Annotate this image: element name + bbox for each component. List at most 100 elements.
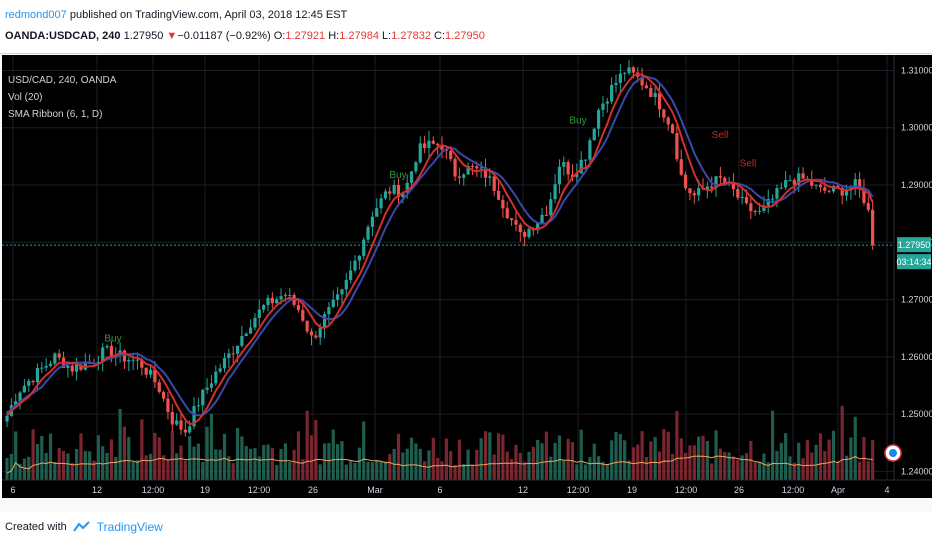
candle [105, 344, 109, 350]
volume-bar [431, 437, 435, 480]
candle [653, 87, 657, 106]
chart-area[interactable] [2, 55, 894, 480]
legend-sma[interactable]: SMA Ribbon (6, 1, D) [8, 109, 103, 120]
published-text: published on TradingView.com, April 03, … [66, 9, 348, 21]
price-tick-label: 1.29000 [901, 180, 932, 190]
volume-bar [723, 451, 727, 480]
candle-body [614, 82, 618, 85]
candle-body [353, 260, 357, 271]
candle-body [131, 359, 135, 361]
candle [740, 188, 744, 205]
candle-body [736, 189, 740, 198]
candle-body [592, 128, 596, 141]
candle-body [288, 295, 292, 297]
candle-body [318, 328, 322, 338]
candle-body [457, 176, 461, 178]
candle-body [405, 182, 409, 193]
volume-ma-line [6, 455, 873, 474]
candle-body [370, 216, 374, 227]
volume-bar [144, 455, 148, 480]
volume-bar [588, 457, 592, 480]
time-axis-bg [2, 480, 932, 498]
candle-body [705, 186, 709, 190]
candle-body [196, 405, 200, 407]
volume-bar [788, 456, 792, 480]
candle-body [666, 117, 670, 125]
low-value: 1.27832 [391, 30, 431, 42]
volume-bar [736, 459, 740, 480]
candle-body [518, 224, 522, 232]
price-tick-label: 1.30000 [901, 123, 932, 133]
candle-body [431, 140, 435, 144]
legend-volume[interactable]: Vol (20) [8, 92, 43, 103]
volume-bar [349, 460, 353, 480]
candle [623, 71, 627, 82]
candle [666, 116, 670, 131]
candle [597, 108, 601, 137]
grid-lines [2, 55, 894, 480]
candle-body [222, 357, 227, 369]
author-link[interactable]: redmond007 [5, 9, 67, 21]
candle [392, 179, 396, 196]
candle [166, 392, 170, 420]
volume-bar [296, 431, 301, 480]
candle [183, 421, 187, 437]
volume-bar [166, 460, 170, 480]
volume-bar [657, 451, 662, 480]
candle-body [810, 179, 814, 186]
candle [218, 363, 222, 374]
candle-body [423, 143, 427, 149]
volume-bar [309, 435, 314, 480]
volume-bar [357, 447, 361, 480]
candle-body [718, 176, 722, 178]
candle [388, 186, 392, 201]
volume-bar [253, 448, 257, 480]
sma-slow-line [6, 75, 874, 417]
candle-body [262, 304, 266, 310]
candle-body [492, 176, 496, 191]
volume-bar [644, 456, 649, 480]
candle [270, 292, 274, 309]
candle-body [610, 84, 614, 102]
candle [501, 195, 505, 218]
tradingview-link[interactable]: TradingView [96, 520, 163, 534]
volume-bar [427, 450, 431, 480]
candle [462, 173, 466, 186]
volume-bar [92, 460, 96, 480]
volume-bar [114, 456, 118, 480]
candle [553, 174, 557, 204]
candle [231, 345, 235, 364]
volume-bar [662, 429, 666, 480]
candle [536, 222, 540, 234]
candle [144, 367, 148, 379]
candle [827, 189, 831, 194]
candle [540, 207, 544, 223]
volume-bar [88, 451, 92, 480]
high-label: H: [328, 30, 340, 42]
sell-signal-label: Sell [712, 130, 729, 141]
candle-body [618, 73, 622, 83]
flag-icon [884, 444, 902, 462]
candle-body [235, 345, 240, 354]
candle [871, 199, 875, 250]
candle-body [331, 299, 335, 307]
candle-body [453, 159, 457, 177]
candle [644, 81, 649, 89]
candle [627, 59, 631, 76]
candle [831, 184, 836, 194]
volume-bar [353, 463, 357, 480]
volume-bar [853, 416, 857, 480]
price-tick-label: 1.24000 [901, 466, 932, 476]
candle [688, 188, 692, 201]
candle [670, 123, 675, 134]
volume-bar [618, 434, 622, 480]
candle-body [392, 184, 396, 194]
volume-bar [249, 448, 253, 480]
candle [340, 288, 344, 304]
volume-bar [209, 413, 214, 480]
candle-body [675, 133, 679, 160]
candle [557, 159, 562, 194]
candle-body [388, 191, 392, 194]
candle [375, 198, 379, 217]
